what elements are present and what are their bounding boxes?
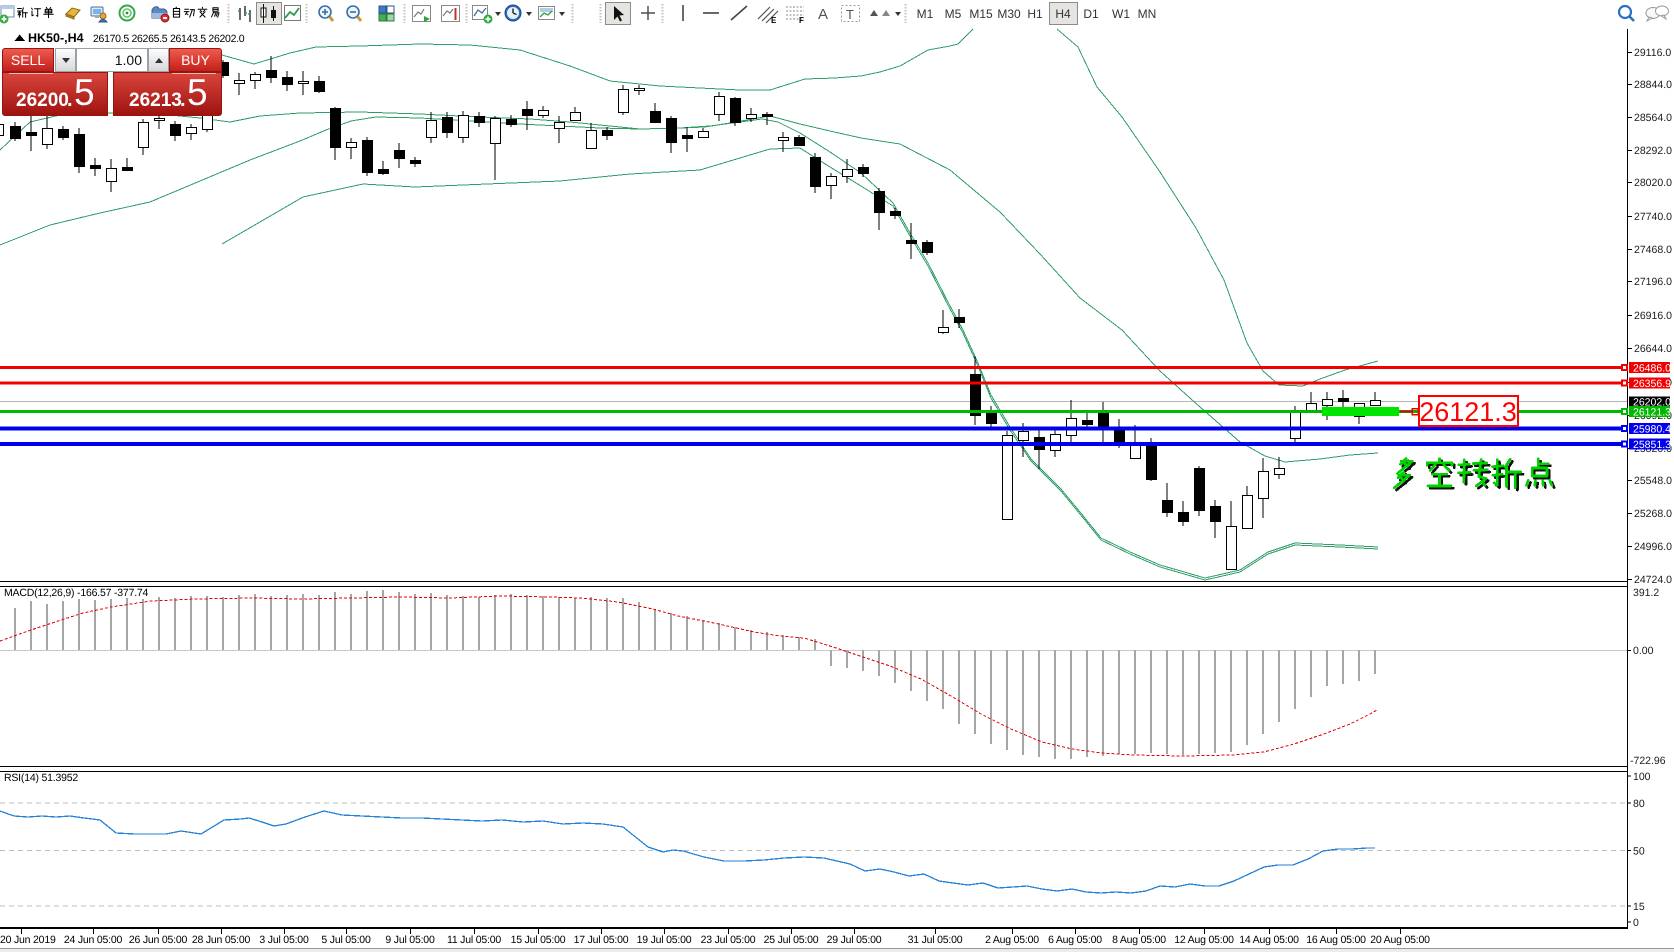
svg-text:14 Aug 05:00: 14 Aug 05:00 <box>1239 934 1299 946</box>
svg-text:H1: H1 <box>1027 7 1043 21</box>
svg-text:26202.0: 26202.0 <box>1633 397 1671 409</box>
svg-text:25851.3: 25851.3 <box>1633 439 1671 451</box>
svg-text:23 Jul 05:00: 23 Jul 05:00 <box>701 934 756 946</box>
svg-text:25548.0: 25548.0 <box>1634 475 1672 487</box>
svg-text:26170.5 26265.5 26143.5 26202.: 26170.5 26265.5 26143.5 26202.0 <box>93 33 245 45</box>
svg-text:28564.0: 28564.0 <box>1634 112 1672 124</box>
svg-text:27196.0: 27196.0 <box>1634 276 1672 288</box>
svg-text:8 Aug 05:00: 8 Aug 05:00 <box>1112 934 1166 946</box>
svg-text:29116.0: 29116.0 <box>1634 47 1671 59</box>
svg-text:-722.96: -722.96 <box>1630 755 1666 767</box>
svg-text:26356.9: 26356.9 <box>1633 378 1671 390</box>
svg-text:26 Jun 05:00: 26 Jun 05:00 <box>129 934 188 946</box>
svg-text:80: 80 <box>1633 798 1645 810</box>
svg-text:E: E <box>771 16 777 25</box>
svg-text:28020.0: 28020.0 <box>1634 177 1672 189</box>
svg-text:0.00: 0.00 <box>1633 645 1654 657</box>
svg-text:26486.0: 26486.0 <box>1633 363 1671 375</box>
svg-text:28292.0: 28292.0 <box>1634 145 1672 157</box>
svg-text:M5: M5 <box>945 7 962 21</box>
svg-text:20 Jun 2019: 20 Jun 2019 <box>0 934 56 946</box>
svg-text:M30: M30 <box>997 7 1021 21</box>
svg-text:20 Aug 05:00: 20 Aug 05:00 <box>1370 934 1430 946</box>
svg-text:24 Jun 05:00: 24 Jun 05:00 <box>64 934 123 946</box>
svg-text:5 Jul 05:00: 5 Jul 05:00 <box>321 934 371 946</box>
svg-text:28844.0: 28844.0 <box>1634 79 1672 91</box>
svg-text:RSI(14) 51.3952: RSI(14) 51.3952 <box>4 772 78 784</box>
svg-text:16 Aug 05:00: 16 Aug 05:00 <box>1306 934 1366 946</box>
svg-text:T: T <box>846 7 854 22</box>
svg-text:19 Jul 05:00: 19 Jul 05:00 <box>637 934 692 946</box>
svg-text:27740.0: 27740.0 <box>1634 211 1672 223</box>
svg-text:31 Jul 05:00: 31 Jul 05:00 <box>908 934 963 946</box>
svg-text:A: A <box>818 6 828 23</box>
svg-text:28 Jun 05:00: 28 Jun 05:00 <box>192 934 251 946</box>
svg-text:W1: W1 <box>1112 7 1130 21</box>
svg-text:26644.0: 26644.0 <box>1634 343 1672 355</box>
svg-text:MN: MN <box>1138 7 1157 21</box>
svg-text:MACD(12,26,9) -166.57 -377.74: MACD(12,26,9) -166.57 -377.74 <box>4 587 149 599</box>
svg-text:24996.0: 24996.0 <box>1634 541 1672 553</box>
svg-text:D1: D1 <box>1083 7 1099 21</box>
svg-text:6 Aug 05:00: 6 Aug 05:00 <box>1048 934 1102 946</box>
svg-text:24724.0: 24724.0 <box>1634 574 1672 586</box>
svg-text:25268.0: 25268.0 <box>1634 508 1672 520</box>
svg-text:HK50-,H4: HK50-,H4 <box>28 31 84 45</box>
svg-text:9 Jul 05:00: 9 Jul 05:00 <box>385 934 435 946</box>
svg-text:25980.4: 25980.4 <box>1633 423 1671 435</box>
svg-text:26916.0: 26916.0 <box>1634 310 1672 322</box>
svg-text:17 Jul 05:00: 17 Jul 05:00 <box>574 934 629 946</box>
svg-text:H4: H4 <box>1055 7 1071 21</box>
svg-text:2 Aug 05:00: 2 Aug 05:00 <box>985 934 1039 946</box>
svg-text:29 Jul 05:00: 29 Jul 05:00 <box>827 934 882 946</box>
svg-text:26121.3: 26121.3 <box>1419 397 1517 427</box>
svg-text:25 Jul 05:00: 25 Jul 05:00 <box>764 934 819 946</box>
svg-text:F: F <box>799 16 804 25</box>
svg-text:26121.3: 26121.3 <box>1633 406 1671 418</box>
svg-text:50: 50 <box>1633 846 1645 858</box>
svg-text:100: 100 <box>1633 771 1651 783</box>
svg-text:27468.0: 27468.0 <box>1634 244 1672 256</box>
svg-text:M1: M1 <box>917 7 934 21</box>
svg-text:0: 0 <box>1633 917 1639 929</box>
svg-text:391.2: 391.2 <box>1633 587 1659 599</box>
svg-text:15: 15 <box>1633 901 1645 913</box>
svg-text:12 Aug 05:00: 12 Aug 05:00 <box>1174 934 1234 946</box>
svg-text:3 Jul 05:00: 3 Jul 05:00 <box>259 934 309 946</box>
svg-text:11 Jul 05:00: 11 Jul 05:00 <box>447 934 501 946</box>
svg-text:15 Jul 05:00: 15 Jul 05:00 <box>511 934 566 946</box>
svg-text:M15: M15 <box>969 7 993 21</box>
